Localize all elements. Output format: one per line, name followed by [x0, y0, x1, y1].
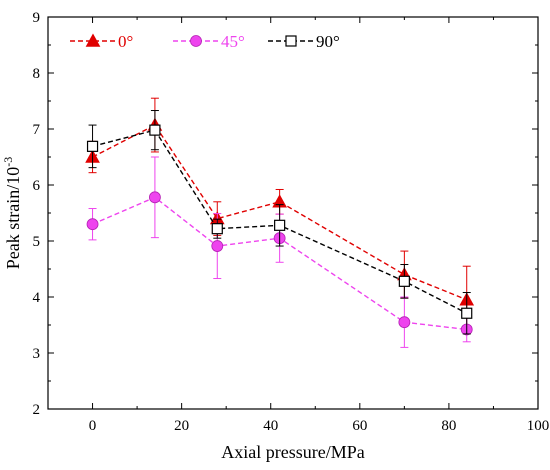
legend-marker — [190, 35, 202, 47]
x-tick-labels: 0 20 40 60 80 100 — [89, 418, 549, 434]
y-tick-labels: 2 3 4 5 6 7 8 9 — [33, 10, 41, 418]
y-tick-label: 9 — [33, 10, 41, 26]
legend-label: 90° — [316, 32, 340, 51]
data-point — [274, 219, 286, 231]
series-line — [92, 124, 467, 301]
data-point — [86, 140, 99, 152]
series-1 — [86, 156, 473, 348]
legend-item-2: 90° — [268, 32, 340, 51]
y-tick-label: 5 — [33, 234, 41, 250]
legend-label: 0° — [118, 32, 133, 51]
y-tick-label: 8 — [33, 66, 41, 82]
x-tick-label: 40 — [263, 418, 278, 434]
axis-ticks — [47, 16, 539, 410]
legend-label: 45° — [221, 32, 245, 51]
x-tick-label: 20 — [174, 418, 189, 434]
y-tick-label: 7 — [33, 122, 41, 138]
legend-marker — [285, 35, 297, 47]
x-tick-label: 80 — [441, 418, 456, 434]
x-axis-title: Axial pressure/MPa — [221, 442, 364, 462]
data-point — [86, 218, 99, 231]
plot-frame — [47, 16, 539, 410]
data-point — [461, 307, 473, 319]
y-axis-title-exponent: -3 — [1, 157, 15, 167]
series-line — [92, 129, 468, 314]
data-point — [149, 124, 161, 136]
y-axis-title-base: Peak strain/10 — [3, 167, 23, 269]
series-layer — [85, 97, 475, 348]
data-point — [211, 240, 224, 252]
y-tick-label: 4 — [33, 290, 41, 306]
series-2 — [86, 110, 473, 335]
data-point — [211, 223, 223, 235]
data-point — [398, 275, 410, 287]
data-point — [149, 191, 161, 204]
x-tick-label: 60 — [352, 418, 367, 434]
legend: 0° 45° 90° — [70, 32, 340, 51]
data-point — [398, 316, 411, 329]
legend-item-0: 0° — [70, 32, 133, 51]
y-tick-label: 2 — [33, 402, 41, 418]
x-tick-label: 100 — [527, 418, 550, 434]
x-tick-label: 0 — [89, 418, 97, 434]
legend-item-1: 45° — [173, 32, 245, 51]
series-line — [92, 196, 467, 331]
legend-marker — [85, 33, 101, 47]
y-tick-label: 3 — [33, 346, 41, 362]
y-axis-title: Peak strain/10-3 — [1, 157, 23, 269]
y-tick-label: 6 — [33, 178, 41, 194]
